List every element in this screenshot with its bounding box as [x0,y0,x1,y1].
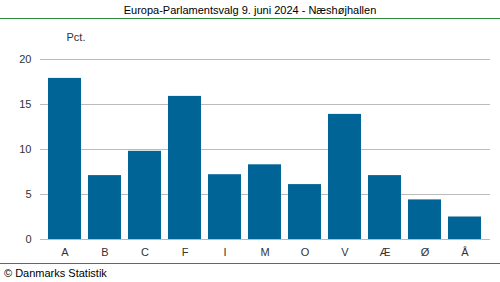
svg-text:M: M [260,246,269,258]
svg-text:F: F [182,246,189,258]
svg-text:15: 15 [19,98,31,110]
html-text:© Danmarks Statistik: © Danmarks Statistik [4,267,107,279]
svg-text:Å: Å [461,246,469,258]
html-text:Europa-Parlamentsvalg 9. juni: Europa-Parlamentsvalg 9. juni 2024 - Næs… [123,4,377,16]
svg-text:5: 5 [25,188,31,200]
svg-text:0: 0 [25,233,31,245]
svg-text:10: 10 [19,143,31,155]
svg-text:A: A [61,246,69,258]
svg-text:Ø: Ø [421,246,430,258]
svg-text:20: 20 [19,53,31,65]
svg-text:I: I [223,246,226,258]
svg-text:B: B [101,246,108,258]
svg-text:V: V [341,246,349,258]
svg-text:O: O [301,246,310,258]
svg-text:Pct.: Pct. [67,31,86,43]
svg-text:Æ: Æ [380,246,391,258]
svg-text:C: C [141,246,149,258]
